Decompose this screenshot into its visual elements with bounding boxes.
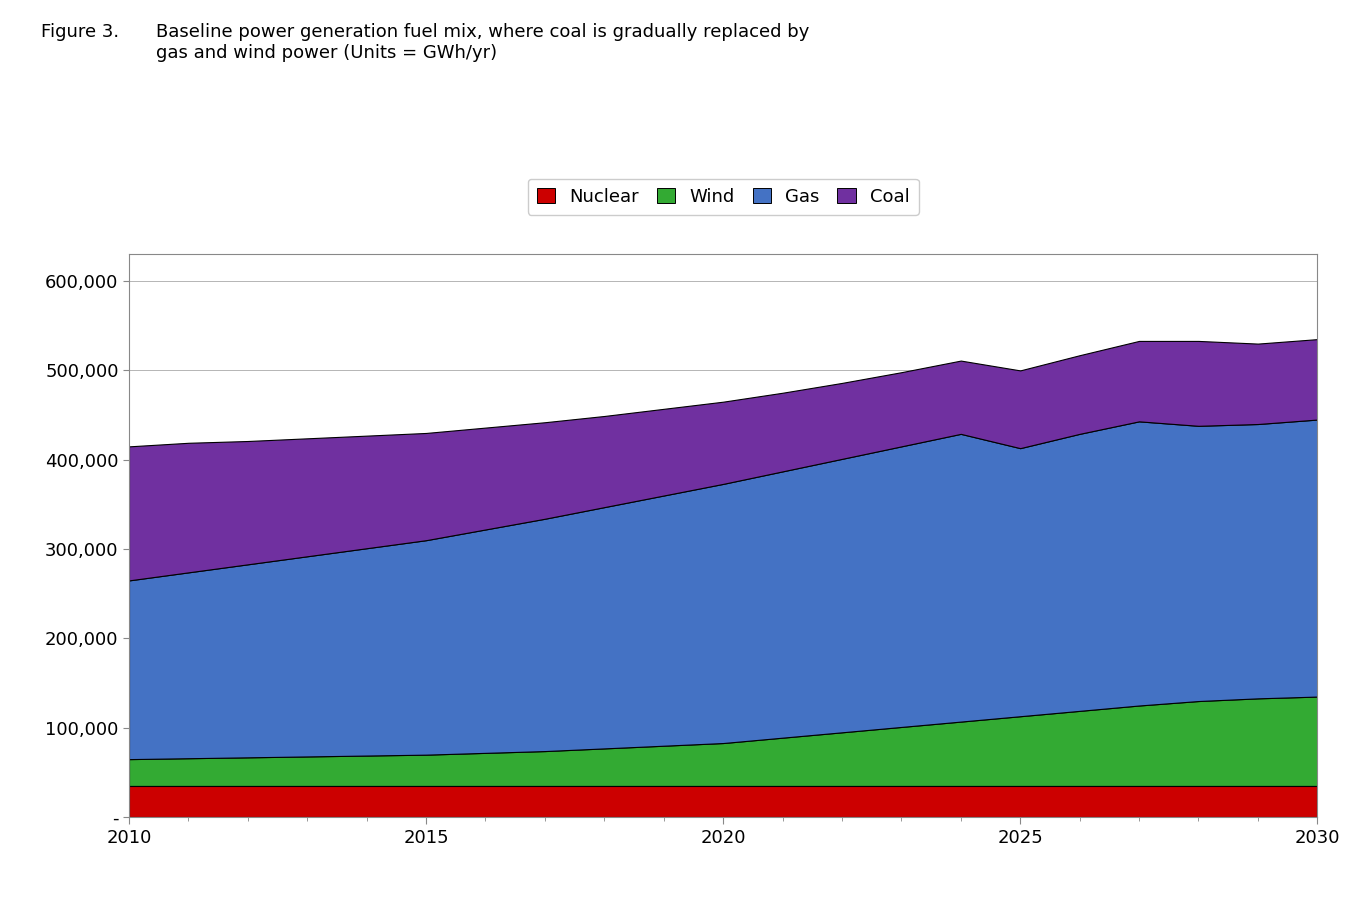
Text: Baseline power generation fuel mix, where coal is gradually replaced by
gas and : Baseline power generation fuel mix, wher…	[156, 23, 809, 62]
Text: Figure 3.: Figure 3.	[41, 23, 120, 41]
Legend: Nuclear, Wind, Gas, Coal: Nuclear, Wind, Gas, Coal	[527, 179, 919, 215]
